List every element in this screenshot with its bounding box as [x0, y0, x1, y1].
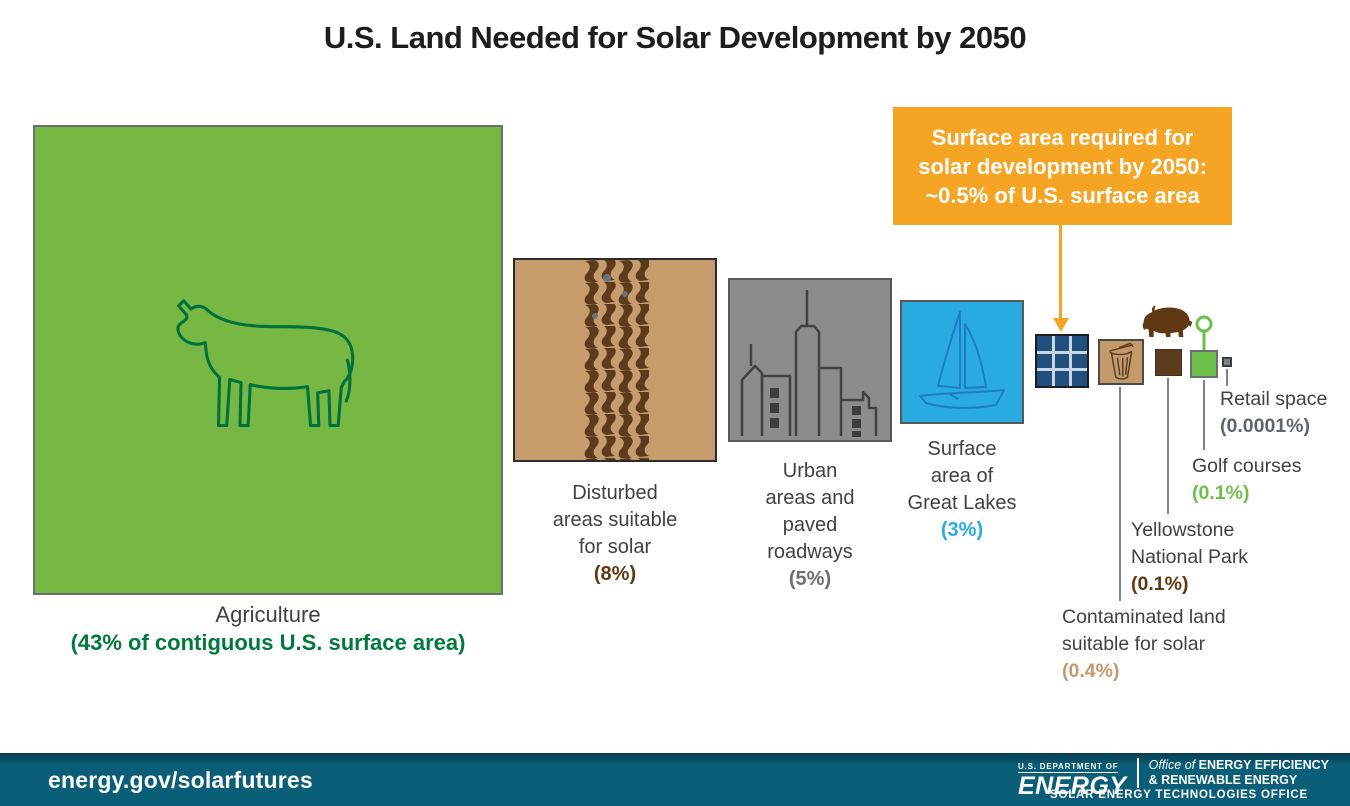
doe-dept-text: U.S. DEPARTMENT OF	[1018, 762, 1119, 773]
retail-space-label: Retail space (0.0001%)	[1220, 386, 1350, 440]
urban-areas-label: Urban areas and paved roadways (5%)	[728, 458, 892, 593]
office-line2: & RENEWABLE ENERGY	[1148, 773, 1298, 787]
doe-logo: U.S. DEPARTMENT OF ENERGY Office of ENER…	[1018, 756, 1329, 799]
retail-pct: (0.0001%)	[1220, 415, 1310, 437]
great-lakes-square	[900, 300, 1024, 424]
urban-line: Urban	[782, 460, 838, 482]
doe-office-text: Office of ENERGY EFFICIENCY & RENEWABLE …	[1149, 756, 1329, 788]
footer-bar: energy.gov/solarfutures U.S. DEPARTMENT …	[0, 753, 1350, 806]
contaminated-line: suitable for solar	[1062, 633, 1206, 655]
urban-pct: (5%)	[788, 568, 832, 590]
doe-energy-text: ENERGY	[1018, 772, 1127, 800]
doe-separator	[1136, 758, 1139, 788]
solar-square	[1035, 334, 1089, 388]
page-title: U.S. Land Needed for Solar Development b…	[323, 20, 1027, 55]
tire-tracks-icon	[515, 260, 715, 460]
solar-callout: Surface area required for solar developm…	[893, 107, 1232, 225]
urban-line: areas and	[765, 487, 855, 509]
trash-can-icon	[1100, 341, 1142, 383]
golf-pct: (0.1%)	[1192, 482, 1250, 504]
retail-space-square	[1222, 357, 1232, 367]
office-line1: ENERGY EFFICIENCY	[1198, 758, 1329, 772]
great-lakes-label: Surface area of Great Lakes (3%)	[890, 436, 1034, 544]
callout-line: solar development by 2050:	[918, 153, 1207, 179]
golf-courses-square	[1190, 350, 1218, 378]
yellowstone-line: National Park	[1131, 546, 1249, 568]
urban-line: paved	[782, 514, 838, 536]
office-of-text: Office of	[1148, 758, 1199, 772]
solar-panel-icon	[1037, 336, 1087, 386]
lakes-pct: (3%)	[940, 519, 984, 541]
agriculture-name: Agriculture	[215, 602, 321, 627]
contaminated-leader-line	[1119, 387, 1121, 601]
disturbed-areas-label: Disturbed areas suitable for solar (8%)	[513, 480, 717, 588]
solar-office-text: SOLAR ENERGY TECHNOLOGIES OFFICE	[1050, 789, 1308, 801]
callout-line: ~0.5% of U.S. surface area	[925, 182, 1200, 208]
footer-url: energy.gov/solarfutures	[48, 767, 313, 793]
agriculture-square	[33, 125, 503, 595]
yellowstone-leader-line	[1167, 378, 1169, 514]
contaminated-pct: (0.4%)	[1062, 660, 1120, 682]
contaminated-label: Contaminated land suitable for solar (0.…	[1062, 604, 1282, 685]
lakes-line: Great Lakes	[907, 492, 1017, 514]
callout-line: Surface area required for	[931, 124, 1194, 150]
city-skyline-icon	[730, 280, 890, 440]
yellowstone-pct: (0.1%)	[1131, 573, 1189, 595]
urban-areas-square	[728, 278, 892, 442]
disturbed-pct: (8%)	[593, 563, 637, 585]
agriculture-pct: (43% of contiguous U.S. surface area)	[70, 630, 466, 655]
disturbed-areas-square	[513, 258, 717, 462]
yellowstone-line: Yellowstone	[1131, 519, 1235, 541]
callout-arrow-icon	[1053, 318, 1069, 332]
retail-leader-line	[1226, 369, 1228, 386]
golf-leader-line	[1203, 380, 1205, 450]
yellowstone-square	[1155, 349, 1182, 376]
urban-line: roadways	[767, 541, 853, 563]
callout-arrow-line	[1059, 225, 1062, 318]
lakes-line: area of	[930, 465, 994, 487]
agriculture-label: Agriculture (43% of contiguous U.S. surf…	[33, 601, 503, 657]
disturbed-line: Disturbed	[572, 482, 658, 504]
sailboat-icon	[902, 302, 1022, 422]
lakes-line: Surface	[927, 438, 997, 460]
disturbed-line: areas suitable	[552, 509, 678, 531]
disturbed-line: for solar	[578, 536, 652, 558]
golf-courses-label: Golf courses (0.1%)	[1192, 453, 1342, 507]
contaminated-line: Contaminated land	[1062, 606, 1226, 628]
golf-line: Golf courses	[1192, 455, 1302, 477]
yellowstone-label: Yellowstone National Park (0.1%)	[1131, 517, 1311, 598]
bison-icon	[1138, 303, 1194, 348]
retail-line: Retail space	[1220, 388, 1328, 410]
golf-pin-icon	[1194, 315, 1214, 357]
contaminated-land-square	[1098, 339, 1144, 385]
